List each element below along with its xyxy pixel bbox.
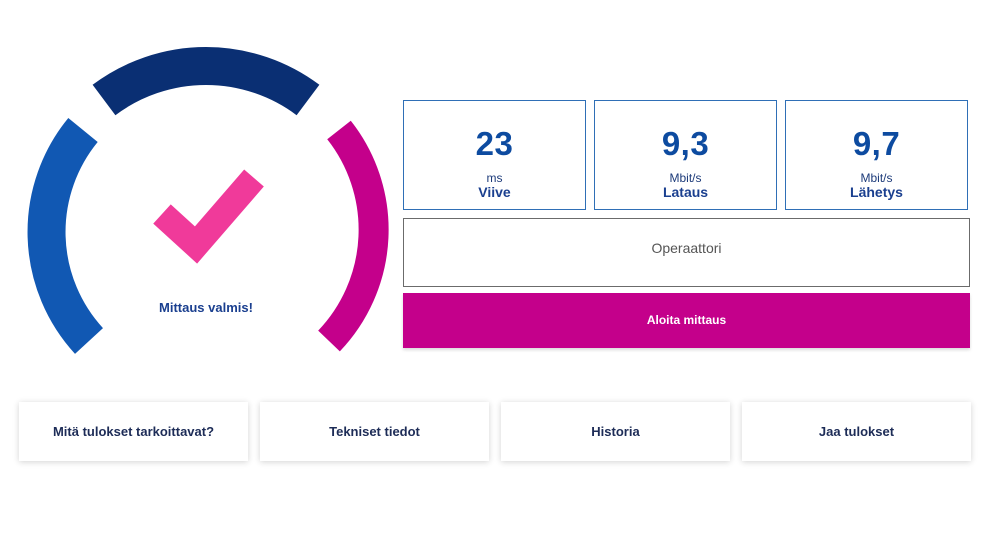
latency-unit: ms: [486, 171, 503, 185]
checkmark-icon: [153, 169, 264, 264]
gauge-status-label: Mittaus valmis!: [159, 300, 253, 315]
latency-label: Viive: [478, 184, 511, 200]
upload-label: Lähetys: [850, 184, 903, 200]
upload-unit: Mbit/s: [860, 171, 893, 185]
metric-download: 9,3 Mbit/s Lataus: [594, 100, 777, 210]
metric-latency: 23 ms Viive: [403, 100, 586, 210]
gauge-arcs: [27, 47, 389, 354]
gauge-arc-right: [317, 120, 389, 352]
card-share-results[interactable]: Jaa tulokset: [742, 402, 971, 461]
metric-upload: 9,7 Mbit/s Lähetys: [785, 100, 968, 210]
upload-value: 9,7: [852, 125, 901, 162]
card-history[interactable]: Historia: [501, 402, 730, 461]
start-measurement-button[interactable]: Aloita mittaus: [403, 293, 970, 348]
card-what-results-mean[interactable]: Mitä tulokset tarkoittavat?: [19, 402, 248, 461]
download-value: 9,3: [661, 125, 710, 162]
download-label: Lataus: [662, 184, 709, 200]
gauge-arc-left: [27, 117, 104, 354]
gauge-arc-top: [92, 47, 320, 116]
operator-field: Operaattori: [403, 218, 970, 287]
card-technical-details[interactable]: Tekniset tiedot: [260, 402, 489, 461]
latency-value: 23: [475, 125, 514, 162]
download-unit: Mbit/s: [669, 171, 702, 185]
speed-gauge: Mittaus valmis!: [18, 36, 398, 366]
